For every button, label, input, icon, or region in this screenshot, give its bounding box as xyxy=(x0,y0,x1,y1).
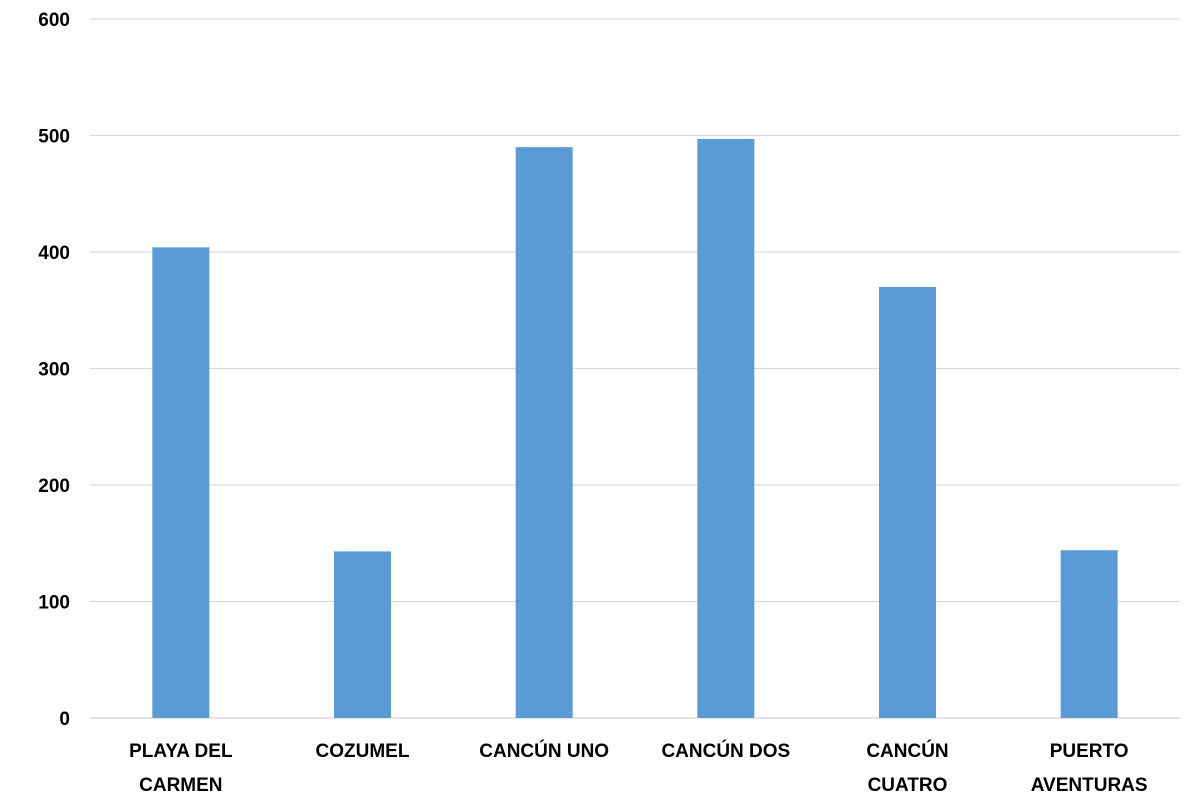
y-tick-label-400: 400 xyxy=(38,243,70,264)
bar-0 xyxy=(152,247,210,718)
y-tick-label-300: 300 xyxy=(38,360,70,381)
bar-1 xyxy=(334,551,391,718)
bar-2 xyxy=(515,147,573,718)
y-axis-tick-labels: 0 100 200 300 400 500 600 xyxy=(38,10,70,730)
y-tick-label-100: 100 xyxy=(38,593,70,614)
x-category-label-3: CANCÚN DOS xyxy=(661,740,790,762)
y-tick-label-0: 0 xyxy=(59,709,70,730)
bar-5 xyxy=(1060,550,1118,718)
x-category-label-1: COZUMEL xyxy=(316,741,410,762)
x-category-label-4: CANCÚN CUATRO xyxy=(866,740,948,796)
x-category-label-0: PLAYA DEL CARMEN xyxy=(129,741,233,796)
y-tick-label-600: 600 xyxy=(38,10,70,31)
x-category-label-5: PUERTO AVENTURAS xyxy=(1031,741,1148,796)
bar-4 xyxy=(879,286,936,718)
x-category-label-2: CANCÚN UNO xyxy=(479,740,609,762)
bar-3 xyxy=(697,138,755,718)
y-tick-label-200: 200 xyxy=(38,476,70,497)
x-axis-category-labels: PLAYA DEL CARMEN COZUMEL CANCÚN UNO CANCÚN D… xyxy=(129,740,1147,796)
y-tick-label-500: 500 xyxy=(38,127,70,148)
gridlines xyxy=(90,18,1180,719)
bars xyxy=(152,138,1118,718)
